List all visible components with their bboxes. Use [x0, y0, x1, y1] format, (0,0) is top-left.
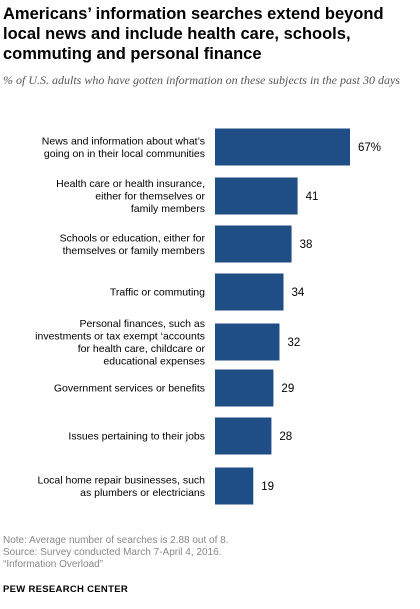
- bar-5: [215, 369, 274, 407]
- note-text: Note: Average number of searches is 2.88…: [3, 535, 229, 546]
- category-label-6: Issues pertaining to their jobs: [68, 431, 205, 443]
- bar-1: [215, 177, 298, 215]
- value-label-1: 41: [306, 191, 319, 203]
- report-name: “Information Overload”: [3, 559, 104, 570]
- source-text: Source: Survey conducted March 7-April 4…: [3, 547, 222, 558]
- bar-6: [215, 417, 272, 455]
- category-label-7: Local home repair businesses, such as plu…: [37, 474, 205, 499]
- source-organization: PEW RESEARCH CENTER: [3, 584, 128, 595]
- value-label-7: 19: [261, 481, 274, 493]
- bar-3: [215, 273, 284, 311]
- category-label-0: News and information about what’s going o…: [42, 135, 205, 160]
- bar-0: [215, 128, 350, 166]
- category-label-1: Health care or health insurance, either f…: [56, 178, 205, 215]
- category-label-3: Traffic or commuting: [110, 287, 205, 299]
- value-label-4: 32: [287, 337, 300, 349]
- value-label-0: 67%: [358, 142, 381, 154]
- value-label-3: 34: [292, 287, 305, 299]
- chart-notes: Note: Average number of searches is 2.88…: [3, 535, 417, 571]
- category-label-4: Personal finances, such as investments or…: [35, 318, 205, 368]
- value-label-5: 29: [281, 383, 294, 395]
- chart-title: Americans’ information searches extend b…: [3, 5, 384, 63]
- category-label-2: Schools or education, either for themselv…: [60, 232, 206, 257]
- bar-7: [215, 467, 254, 505]
- value-label-2: 38: [300, 239, 313, 251]
- bar-2: [215, 225, 292, 263]
- chart-subtitle: % of U.S. adults who have gotten informa…: [3, 73, 400, 87]
- category-label-5: Government services or benefits: [54, 383, 205, 395]
- value-label-6: 28: [279, 431, 292, 443]
- bar-4: [215, 323, 280, 361]
